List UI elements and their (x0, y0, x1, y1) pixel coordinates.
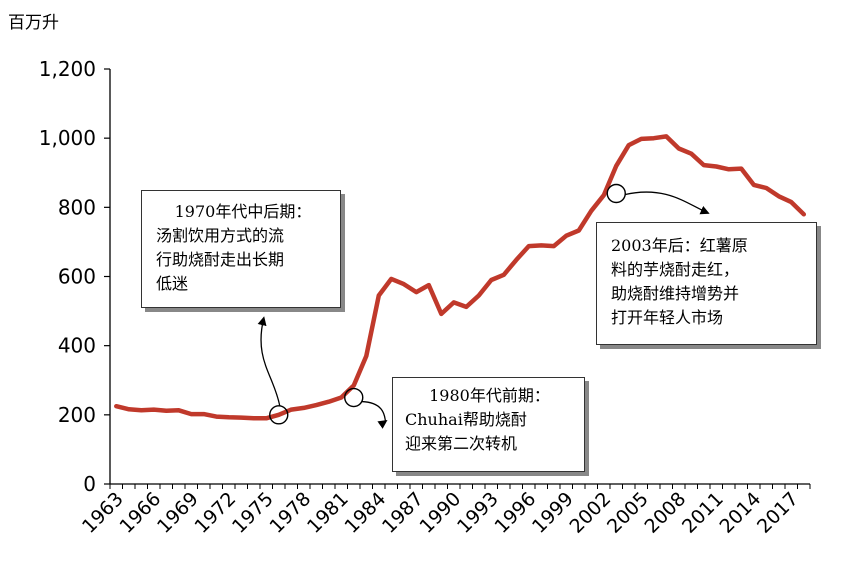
x-tick-label: 2017 (753, 488, 803, 538)
annotation-line: 迎来第二次转机 (405, 434, 518, 453)
annotation-2003: 2003年后：红薯原 料的芋烧酎走红， 助烧酎维持增势并 打开年轻人市场 (596, 222, 817, 345)
y-tick-label: 800 (58, 195, 96, 219)
annotation-line: 2003年后：红薯原 (611, 236, 748, 255)
arrow-1980s (361, 400, 388, 429)
annotation-line: 低迷 (156, 274, 189, 293)
highlight-circle (606, 183, 626, 204)
highlight-markers (269, 183, 626, 425)
x-tick-label: 1984 (341, 488, 391, 538)
x-tick-label: 1972 (191, 488, 241, 538)
y-tick-label: 200 (58, 403, 96, 427)
x-tick-label: 2002 (566, 488, 616, 538)
y-tick-label: 1,200 (39, 57, 96, 81)
y-tick-label: 600 (58, 265, 96, 289)
x-tick-label: 1987 (378, 488, 428, 538)
annotation-line: 打开年轻人市场 (611, 308, 724, 327)
x-tick-label: 2005 (603, 488, 653, 538)
x-axis-ticks: 1963196619691972197519781981198419871990… (78, 484, 811, 538)
y-tick-label: 1,000 (39, 126, 96, 150)
annotation-arrows (257, 191, 710, 429)
x-tick-label: 1993 (453, 488, 503, 538)
y-tick-label: 0 (83, 472, 96, 496)
x-tick-label: 1966 (116, 488, 166, 538)
annotation-line: 行助烧酎走出长期 (156, 250, 285, 269)
x-tick-label: 1969 (153, 488, 203, 538)
annotation-line: 汤割饮用方式的流 (156, 226, 285, 245)
annotation-line: Chuhai帮助烧酎 (405, 410, 527, 429)
series-group (114, 134, 807, 421)
x-tick-label: 1999 (528, 488, 578, 538)
x-tick-label: 2008 (641, 488, 691, 538)
annotation-1970s: 1970年代中后期： 汤割饮用方式的流 行助烧酎走出长期 低迷 (141, 190, 341, 308)
annotation-line: 料的芋烧酎走红， (611, 260, 740, 279)
arrow-1970s (257, 316, 281, 406)
highlight-circle (269, 405, 289, 425)
x-tick-label: 1978 (266, 488, 316, 538)
arrow-2003 (625, 191, 710, 215)
series-line (114, 134, 807, 421)
unit-label: 百万升 (8, 13, 59, 33)
annotation-1980s: 1980年代前期： Chuhai帮助烧酎 迎来第二次转机 (392, 377, 585, 472)
annotation-line: 助烧酎维持增势并 (611, 284, 740, 303)
annotation-line: 1980年代前期： (429, 386, 550, 405)
x-tick-label: 2014 (716, 488, 766, 538)
x-tick-label: 1990 (416, 488, 466, 538)
x-tick-label: 1975 (228, 488, 278, 538)
annotation-line: 1970年代中后期： (174, 202, 312, 221)
y-tick-label: 400 (58, 334, 96, 358)
x-tick-label: 1996 (491, 488, 541, 538)
highlight-circle (344, 387, 364, 408)
x-tick-label: 2011 (678, 488, 728, 538)
y-axis-ticks: 0 200 400 600 800 1,000 1,200 (39, 57, 110, 496)
x-tick-label: 1981 (303, 488, 353, 538)
